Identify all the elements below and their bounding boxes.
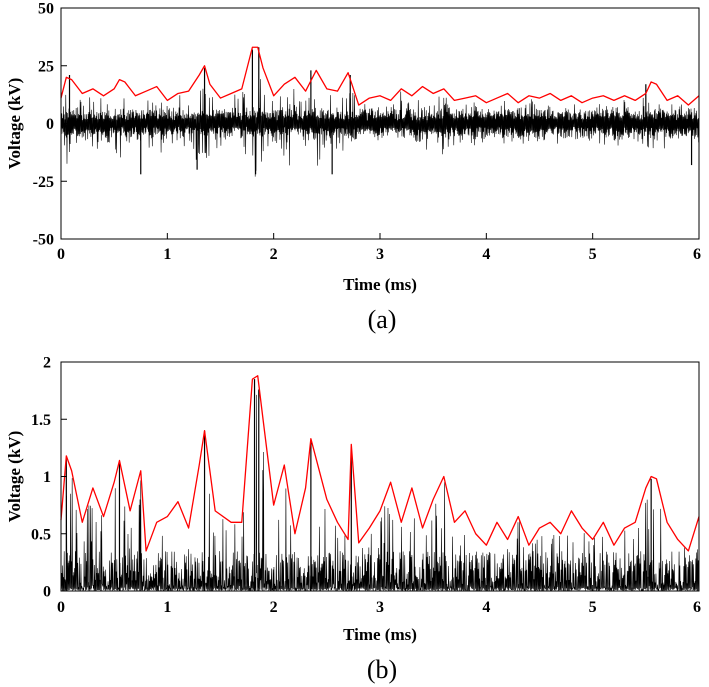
panel-b-xtick-label: 3 (376, 599, 384, 616)
panel-b-ytick-label: 0.5 (31, 526, 51, 543)
panel-b-y-axis-label: Voltage (kV) (5, 431, 24, 522)
panel-a-xtick-label: 0 (57, 246, 65, 263)
panel-a-ytick-label: -50 (33, 232, 54, 249)
panel-b-x-ticks: 0 1 2 3 4 5 6 (57, 585, 701, 616)
panel-b: 2 1.5 1 0.5 0 0 1 2 3 4 5 6 Time (ms) Vo… (5, 355, 701, 685)
panel-a-signal-trace (60, 79, 700, 177)
panel-b-plot-frame (60, 361, 700, 592)
panel-b-caption: (b) (367, 655, 397, 684)
panel-a: 50 25 0 -25 -50 0 1 2 3 4 5 6 Time (ms) … (5, 1, 701, 335)
panel-a-ytick-label: 25 (38, 58, 54, 75)
panel-b-y-ticks: 2 1.5 1 0.5 0 (31, 355, 67, 601)
panel-a-xtick-label: 3 (376, 246, 384, 263)
panel-a-caption: (a) (368, 305, 397, 334)
panel-a-signal (60, 47, 700, 177)
panel-b-ytick-label: 1.5 (31, 412, 51, 429)
panel-b-envelope-line (60, 375, 700, 552)
panel-b-envelope (60, 375, 700, 552)
panel-b-ytick-label: 2 (43, 355, 51, 372)
panel-a-x-axis-label: Time (ms) (343, 275, 417, 294)
panel-a-envelope-line (60, 46, 700, 106)
panel-b-xtick-label: 5 (589, 599, 597, 616)
panel-b-signal-trace (60, 394, 700, 593)
panel-a-y-axis-label: Voltage (kV) (5, 78, 24, 169)
panel-a-envelope (60, 46, 700, 106)
panel-b-ytick-label: 0 (43, 584, 51, 601)
panel-a-ytick-label: -25 (33, 174, 54, 191)
panel-a-xtick-label: 6 (693, 246, 701, 263)
panel-b-signal (60, 379, 700, 593)
panel-a-ytick-label: 0 (46, 116, 54, 133)
panel-b-xtick-label: 6 (693, 599, 701, 616)
panel-b-xtick-label: 1 (163, 599, 171, 616)
panel-a-x-ticks: 0 1 2 3 4 5 6 (57, 233, 701, 263)
panel-b-xtick-label: 4 (482, 599, 490, 616)
panel-b-xtick-label: 0 (57, 599, 65, 616)
panel-a-y-ticks: 50 25 0 -25 -50 (33, 1, 67, 249)
panel-a-xtick-label: 1 (163, 246, 171, 263)
panel-b-ytick-label: 1 (43, 469, 51, 486)
panel-a-xtick-label: 4 (482, 246, 490, 263)
panel-a-ytick-label: 50 (38, 1, 54, 18)
panel-b-x-axis-label: Time (ms) (343, 625, 417, 644)
panel-a-xtick-label: 2 (270, 246, 278, 263)
panel-b-xtick-label: 2 (270, 599, 278, 616)
panel-a-xtick-label: 5 (589, 246, 597, 263)
